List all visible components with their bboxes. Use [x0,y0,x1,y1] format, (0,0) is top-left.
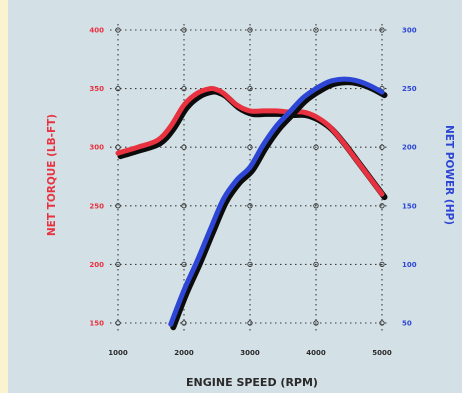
grid-marker [313,261,319,268]
grid [110,24,390,331]
engine-curve-chart: 150 50 200 100 250 150 300 200 350 250 400 300 1000 2… [46,24,455,389]
left-tick-label: 150 [89,320,104,328]
grid-marker [181,144,187,150]
left-tick-label: 350 [89,85,104,93]
x-tick-label: 4000 [306,349,326,357]
grid-marker [313,27,319,33]
grid-marker [181,27,187,33]
torque-curve [115,85,385,197]
grid-marker [181,320,187,326]
grid-marker [379,203,385,209]
chart-figure: 150 50 200 100 250 150 300 200 350 250 400 300 1000 2… [8,0,462,393]
left-tick-label: 250 [89,202,104,210]
power-curve [168,76,385,327]
right-tick-label: 150 [402,202,417,210]
curves [115,76,388,331]
left-tick-label: 300 [89,144,104,152]
x-axis-label: ENGINE SPEED (RPM) [186,376,318,389]
tick-labels: 150 50 200 100 250 150 300 200 350 250 400 300 1000 2… [89,27,416,358]
grid-marker [247,144,253,150]
right-axis-label: NET POWER (HP) [443,125,455,225]
right-tick-label: 250 [402,85,417,93]
grid-marker [115,85,121,92]
left-axis-label: NET TORQUE (LB-FT) [46,114,58,236]
grid-marker [313,203,319,209]
grid-marker [181,261,187,268]
grid-marker [181,203,187,209]
right-tick-label: 200 [402,144,417,152]
left-tick-label: 400 [89,27,104,35]
grid-marker [379,144,385,150]
right-tick-label: 300 [402,27,417,35]
grid-marker [115,144,121,150]
x-tick-label: 2000 [174,349,194,357]
grid-marker [115,203,121,209]
power-curve-shadow [170,79,388,331]
right-tick-label: 100 [402,261,417,269]
x-tick-label: 3000 [240,349,260,357]
grid-marker [115,320,121,326]
grid-marker [379,261,385,268]
grid-marker [313,320,319,326]
grid-marker [115,27,121,33]
grid-marker [247,27,253,33]
x-tick-label: 5000 [372,349,392,357]
grid-marker [247,320,253,326]
grid-marker [247,203,253,209]
grid-marker [313,144,319,150]
grid-marker [115,261,121,268]
grid-marker [247,261,253,268]
left-tick-label: 200 [89,261,104,269]
grid-marker [181,85,187,92]
grid-marker [379,320,385,326]
grid-marker [247,85,253,92]
x-tick-label: 1000 [108,349,128,357]
right-tick-label: 50 [402,320,412,328]
grid-marker [379,27,385,33]
